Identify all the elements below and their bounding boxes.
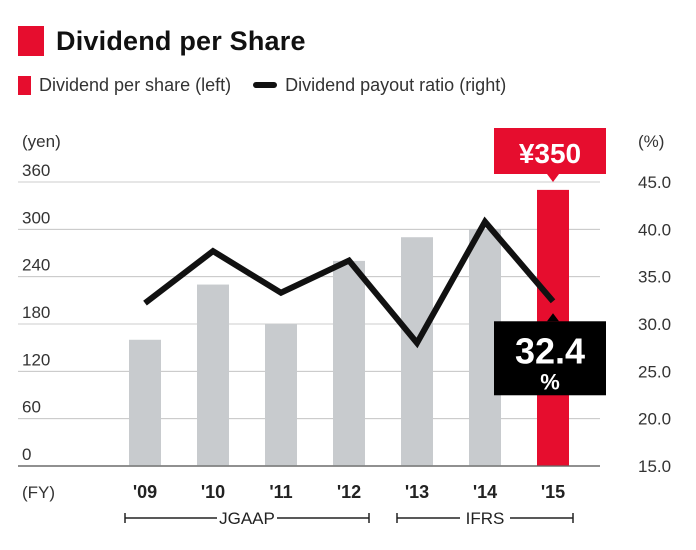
- line-callout-box: [494, 321, 606, 396]
- chart-title-block: Dividend per Share: [18, 24, 306, 58]
- legend-line-label: Dividend payout ratio (right): [285, 74, 507, 95]
- legend-line-swatch: [253, 82, 278, 88]
- segment-label: IFRS: [466, 509, 505, 528]
- x-unit: (FY): [22, 483, 55, 502]
- y-left-unit: (yen): [22, 132, 61, 151]
- line-callout-value: 32.4: [515, 330, 585, 371]
- y-left-tick-label: 60: [22, 398, 41, 417]
- bar: [129, 339, 161, 466]
- x-tick-label: '15: [541, 482, 565, 502]
- y-right-unit: (%): [638, 132, 664, 151]
- y-left-tick-label: 0: [22, 445, 31, 464]
- y-left-tick-label: 120: [22, 350, 50, 369]
- segment-label: JGAAP: [219, 509, 275, 528]
- x-tick-label: '12: [337, 482, 361, 502]
- bar: [197, 284, 229, 466]
- x-tick-label: '14: [473, 482, 497, 502]
- bar: [333, 260, 365, 466]
- y-left-tick-label: 300: [22, 208, 50, 227]
- y-right-tick-label: 20.0: [638, 410, 671, 429]
- y-left-tick-label: 240: [22, 256, 50, 275]
- y-right-tick-label: 30.0: [638, 315, 671, 334]
- y-right-tick-label: 35.0: [638, 268, 671, 287]
- x-tick-label: '10: [201, 482, 225, 502]
- y-right-tick-label: 15.0: [638, 457, 671, 476]
- x-tick-label: '09: [133, 482, 157, 502]
- bar: [265, 324, 297, 466]
- legend-bar-swatch: [18, 75, 31, 95]
- bar-callout-box: [494, 128, 606, 174]
- y-right-tick-label: 25.0: [638, 362, 671, 381]
- line-callout-pointer: [547, 313, 559, 322]
- y-right-tick-label: 45.0: [638, 173, 671, 192]
- bar-callout-pointer: [547, 174, 559, 182]
- bar: [401, 237, 433, 466]
- title-marker: [18, 26, 44, 56]
- y-left-tick-label: 180: [22, 303, 50, 322]
- segment-label-bg: [460, 508, 510, 528]
- y-left-tick-label: 360: [22, 161, 50, 180]
- legend-bar-label: Dividend per share (left): [39, 74, 232, 95]
- x-tick-label: '11: [269, 482, 292, 502]
- x-tick-label: '13: [405, 482, 429, 502]
- legend: Dividend per share (left) Dividend payou…: [18, 73, 506, 97]
- chart-title: Dividend per Share: [56, 25, 306, 56]
- segment-label-bg: [217, 508, 277, 528]
- bar-callout-label: ¥350: [519, 138, 581, 169]
- line-callout-unit: %: [540, 369, 560, 394]
- y-right-tick-label: 40.0: [638, 220, 671, 239]
